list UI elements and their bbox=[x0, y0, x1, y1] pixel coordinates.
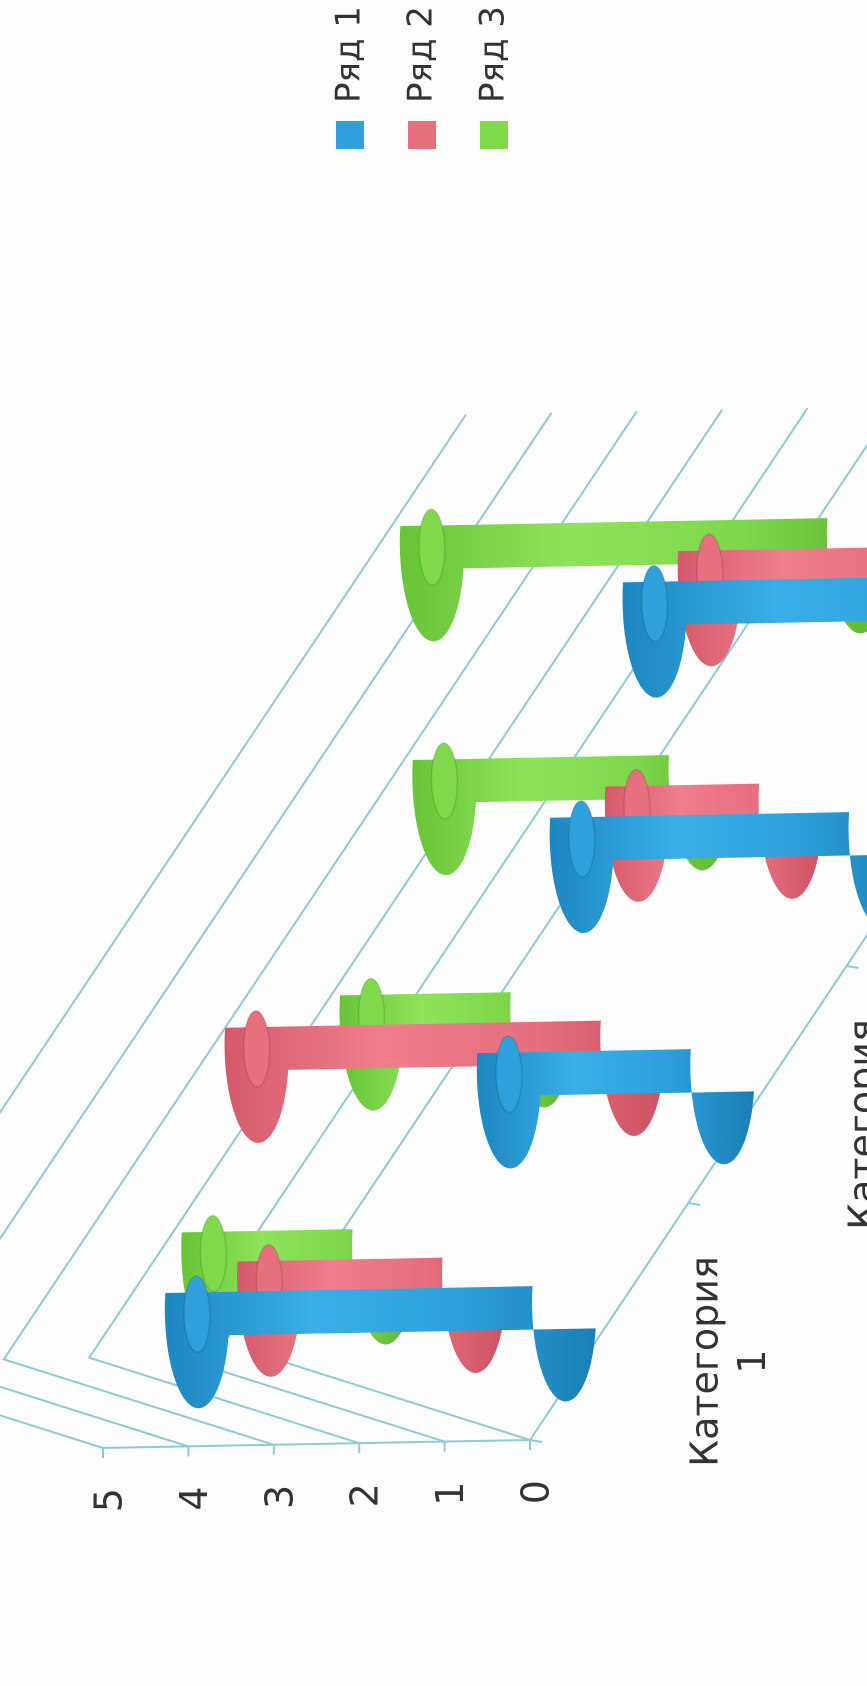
cylinder-top bbox=[430, 742, 459, 820]
y-tick-label: 2 bbox=[343, 1483, 387, 1507]
value-axis-line bbox=[102, 1439, 531, 1449]
cylinder-bar bbox=[549, 800, 867, 934]
category-tick bbox=[688, 1202, 701, 1206]
cylinder-top bbox=[640, 564, 669, 643]
cylinder-body bbox=[399, 518, 867, 642]
legend-swatch bbox=[480, 121, 508, 149]
category-label: Категория1 bbox=[682, 1256, 774, 1467]
plot-area: 012345Категория1Категория2Категория3Кате… bbox=[0, 6, 867, 1512]
category-tick bbox=[846, 965, 859, 969]
legend-swatch bbox=[336, 121, 364, 149]
y-tick-label: 0 bbox=[514, 1480, 558, 1504]
cylinder-top bbox=[242, 1010, 271, 1088]
cylinder-top bbox=[183, 1275, 211, 1353]
y-tick-label: 1 bbox=[428, 1482, 472, 1506]
category-label-line: 1 bbox=[730, 1349, 774, 1373]
gridline bbox=[87, 409, 724, 1445]
legend-swatch bbox=[408, 121, 436, 149]
gridline bbox=[0, 412, 553, 1448]
cylinder-bar bbox=[224, 1010, 664, 1143]
cylinder-body bbox=[164, 1286, 596, 1409]
cylinder-body bbox=[237, 1257, 506, 1377]
cylinder-top bbox=[568, 800, 596, 878]
cylinder-body bbox=[224, 1020, 664, 1143]
legend-label: Ряд 2 bbox=[401, 6, 441, 103]
y-tick-label: 3 bbox=[257, 1485, 301, 1509]
cylinder-bar bbox=[164, 1275, 596, 1409]
cylinder-body bbox=[549, 812, 867, 934]
legend: Ряд 1 Ряд 2 Ряд 3 bbox=[329, 6, 513, 149]
category-label-line: Категория bbox=[682, 1256, 726, 1467]
cylinder-bar bbox=[622, 564, 867, 698]
y-tick-label: 4 bbox=[172, 1486, 216, 1510]
cylinder-top bbox=[199, 1214, 228, 1293]
cylinder-body bbox=[677, 547, 867, 667]
cylinder-body bbox=[181, 1229, 416, 1348]
category-tick bbox=[529, 1439, 543, 1443]
legend-label: Ряд 3 bbox=[473, 6, 513, 103]
gridline bbox=[0, 413, 467, 1449]
category-label-line: Категория bbox=[841, 1019, 867, 1230]
y-tick-label: 5 bbox=[87, 1488, 131, 1512]
legend-label: Ряд 1 bbox=[329, 6, 369, 103]
cylinder-bar bbox=[412, 742, 733, 876]
cylinder-top bbox=[495, 1035, 523, 1113]
cylinder-body bbox=[604, 783, 823, 902]
gridline bbox=[2, 410, 638, 1446]
cylinder-body bbox=[476, 1049, 754, 1169]
cylinder-body bbox=[339, 992, 574, 1111]
category-label: Категория2 bbox=[841, 1019, 867, 1230]
cylinder-bar bbox=[181, 1214, 416, 1348]
cylinder-top bbox=[418, 508, 446, 586]
cylinder-bar bbox=[476, 1035, 754, 1169]
cylinder-body bbox=[412, 755, 733, 876]
cylinder-body bbox=[622, 577, 867, 698]
cylinder-bar bbox=[399, 508, 867, 642]
